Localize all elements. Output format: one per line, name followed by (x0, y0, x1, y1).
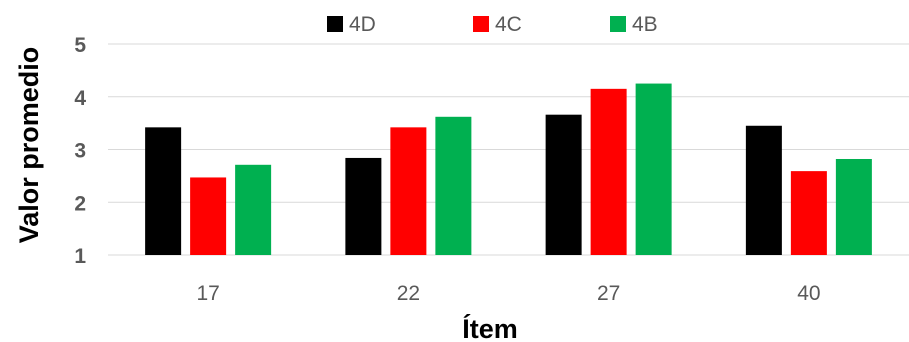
legend-swatch-4B (610, 16, 626, 32)
legend-label: 4B (632, 13, 658, 36)
bar-4C-17 (190, 177, 227, 255)
x-axis-title: Ítem (462, 313, 518, 342)
bar-4C-22 (390, 127, 427, 255)
y-tick-label: 5 (74, 34, 86, 57)
legend: 4D 4C 4B (327, 13, 658, 36)
y-tick-label: 4 (74, 87, 86, 110)
bar-4B-17 (235, 164, 272, 255)
y-axis-title: Valor promedio (14, 47, 44, 244)
gridlines (108, 43, 909, 256)
legend-label: 4C (495, 13, 522, 36)
bar-4D-40 (745, 125, 782, 255)
bar-4C-27 (590, 88, 627, 256)
y-tick-label: 1 (74, 245, 86, 268)
y-axis-ticks: 1 2 3 4 5 (74, 34, 86, 268)
x-tick-label: 17 (196, 282, 219, 305)
x-axis-ticks: 17 22 27 40 (196, 282, 820, 305)
x-tick-label: 40 (797, 282, 820, 305)
bar-4D-17 (145, 127, 182, 255)
legend-swatch-4D (327, 16, 343, 32)
y-tick-label: 3 (74, 140, 86, 163)
bar-4B-40 (835, 158, 872, 255)
legend-label: 4D (349, 13, 376, 36)
bar-4C-40 (790, 171, 827, 255)
x-tick-label: 22 (397, 282, 420, 305)
bars (145, 83, 872, 256)
legend-swatch-4C (473, 16, 489, 32)
x-tick-label: 27 (597, 282, 620, 305)
bar-4D-27 (545, 114, 582, 255)
bar-4B-27 (635, 83, 672, 255)
bar-4D-22 (345, 157, 382, 255)
bar-4B-22 (435, 116, 472, 255)
y-tick-label: 2 (74, 192, 86, 215)
